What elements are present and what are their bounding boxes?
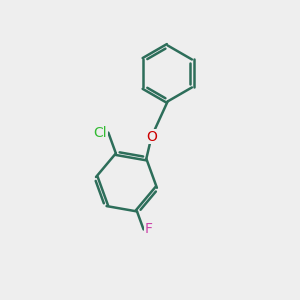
Text: Cl: Cl bbox=[93, 126, 107, 140]
Text: O: O bbox=[146, 130, 157, 144]
Text: F: F bbox=[145, 222, 153, 236]
